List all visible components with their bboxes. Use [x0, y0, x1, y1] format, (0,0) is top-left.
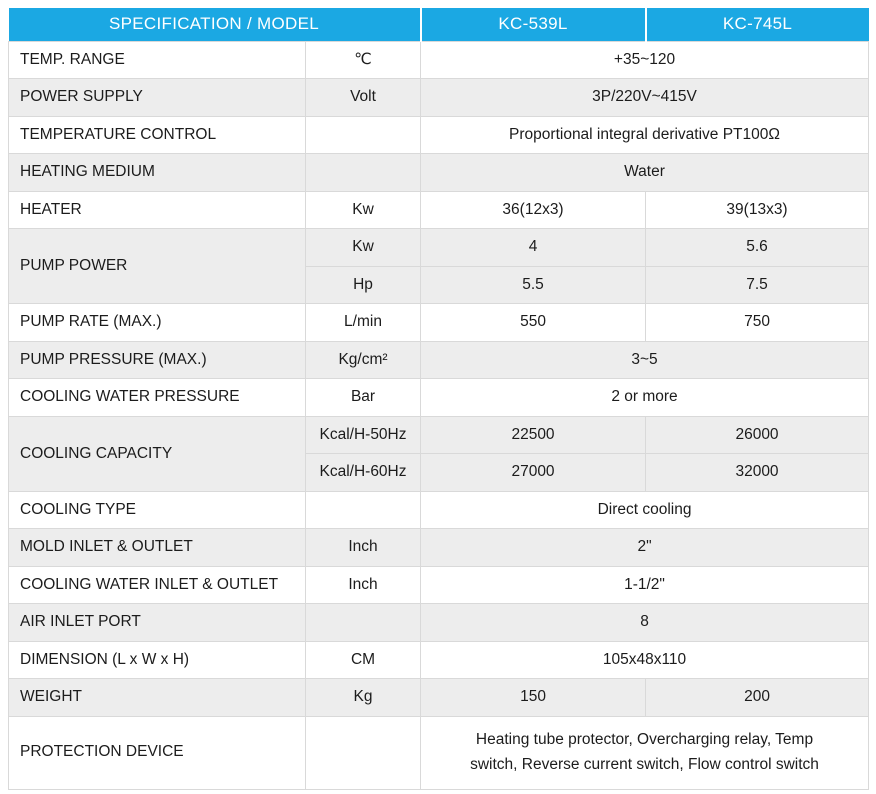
- value-cell: +35~120: [420, 40, 870, 79]
- spec-cell: TEMPERATURE CONTROL: [8, 115, 306, 154]
- value-cell: 8: [420, 603, 870, 642]
- spec-cell: HEATER: [8, 190, 306, 229]
- value-cell-kc539l: 4: [420, 228, 647, 267]
- unit-cell: [304, 115, 422, 154]
- table-row-pump-power-kw: PUMP POWER Kw 4 5.6: [8, 228, 870, 304]
- unit-cell: Inch: [304, 528, 422, 567]
- table-row-cooling-water-inlet-outlet: COOLING WATER INLET & OUTLET Inch 1-1/2": [8, 565, 870, 604]
- table-row-cooling-capacity-50hz: COOLING CAPACITY Kcal/H-50Hz 22500 26000: [8, 415, 870, 492]
- unit-cell: Volt: [304, 78, 422, 117]
- table-row-temperature-control: TEMPERATURE CONTROL Proportional integra…: [8, 115, 870, 154]
- unit-cell: Kw: [304, 228, 422, 267]
- table-row-weight: WEIGHT Kg 150 200: [8, 678, 870, 717]
- value-cell-kc745l: 7.5: [645, 265, 870, 304]
- table-row-dimension: DIMENSION (L x W x H) CM 105x48x110: [8, 640, 870, 679]
- value-cell: Heating tube protector, Overcharging rel…: [420, 715, 870, 790]
- unit-cell: Kcal/H-50Hz: [304, 415, 422, 454]
- table-row-mold-inlet-outlet: MOLD INLET & OUTLET Inch 2": [8, 528, 870, 567]
- spec-cell: DIMENSION (L x W x H): [8, 640, 306, 679]
- unit-cell: CM: [304, 640, 422, 679]
- value-cell: 3P/220V~415V: [420, 78, 870, 117]
- unit-cell: [304, 715, 422, 790]
- unit-cell: Kw: [304, 190, 422, 229]
- unit-cell: Hp: [304, 265, 422, 304]
- spec-cell: HEATING MEDIUM: [8, 153, 306, 192]
- table-row-cooling-type: COOLING TYPE Direct cooling: [8, 490, 870, 529]
- value-cell-kc745l: 32000: [645, 453, 870, 492]
- spec-cell: PROTECTION DEVICE: [8, 715, 306, 790]
- spec-cell: MOLD INLET & OUTLET: [8, 528, 306, 567]
- value-cell-kc539l: 36(12x3): [420, 190, 647, 229]
- value-cell: Water: [420, 153, 870, 192]
- unit-cell: ℃: [304, 40, 422, 79]
- value-cell-kc745l: 5.6: [645, 228, 870, 267]
- table-row-heater: HEATER Kw 36(12x3) 39(13x3): [8, 190, 870, 229]
- unit-cell: Kcal/H-60Hz: [304, 453, 422, 492]
- unit-cell: L/min: [304, 303, 422, 342]
- header-model-kc745l: KC-745L: [644, 8, 869, 41]
- table-row-power-supply: POWER SUPPLY Volt 3P/220V~415V: [8, 78, 870, 117]
- table-row-pump-power-hp: Hp 5.5 7.5: [9, 265, 870, 304]
- value-cell-kc539l: 27000: [420, 453, 647, 492]
- table-row-temp-range: TEMP. RANGE ℃ +35~120: [8, 40, 870, 79]
- unit-cell: Kg/cm²: [304, 340, 422, 379]
- value-cell-kc745l: 200: [645, 678, 870, 717]
- value-cell: 1-1/2": [420, 565, 870, 604]
- unit-cell: [304, 603, 422, 642]
- value-cell-kc745l: 39(13x3): [645, 190, 870, 229]
- value-cell-kc539l: 22500: [420, 415, 647, 454]
- unit-cell: Bar: [304, 378, 422, 417]
- spec-cell: POWER SUPPLY: [8, 78, 306, 117]
- spec-cell: COOLING WATER INLET & OUTLET: [8, 565, 306, 604]
- unit-cell: [304, 490, 422, 529]
- spec-cell: PUMP PRESSURE (MAX.): [8, 340, 306, 379]
- spec-cell: COOLING WATER PRESSURE: [8, 378, 306, 417]
- spec-cell: TEMP. RANGE: [8, 40, 306, 79]
- spec-cell: AIR INLET PORT: [8, 603, 306, 642]
- unit-cell: [304, 153, 422, 192]
- value-cell: Proportional integral derivative PT100Ω: [420, 115, 870, 154]
- unit-cell: Inch: [304, 565, 422, 604]
- table-row-protection-device: PROTECTION DEVICE Heating tube protector…: [8, 715, 870, 790]
- value-cell-kc539l: 550: [420, 303, 647, 342]
- spec-table: SPECIFICATION / MODEL KC-539L KC-745L TE…: [8, 8, 870, 790]
- spec-cell: COOLING CAPACITY: [8, 415, 306, 492]
- header-spec-model: SPECIFICATION / MODEL: [8, 8, 421, 41]
- unit-cell: Kg: [304, 678, 422, 717]
- spec-cell: PUMP RATE (MAX.): [8, 303, 306, 342]
- value-cell: 3~5: [420, 340, 870, 379]
- spec-cell: COOLING TYPE: [8, 490, 306, 529]
- value-cell: Direct cooling: [420, 490, 870, 529]
- value-cell: 2 or more: [420, 378, 870, 417]
- header-model-kc539l: KC-539L: [419, 8, 646, 41]
- table-row-heating-medium: HEATING MEDIUM Water: [8, 153, 870, 192]
- table-row-air-inlet-port: AIR INLET PORT 8: [8, 603, 870, 642]
- value-cell-kc745l: 750: [645, 303, 870, 342]
- table-row-pump-pressure: PUMP PRESSURE (MAX.) Kg/cm² 3~5: [8, 340, 870, 379]
- value-cell-kc745l: 26000: [645, 415, 870, 454]
- table-row-cooling-water-pressure: COOLING WATER PRESSURE Bar 2 or more: [8, 378, 870, 417]
- value-cell: 105x48x110: [420, 640, 870, 679]
- spec-cell: WEIGHT: [8, 678, 306, 717]
- spec-cell: PUMP POWER: [8, 228, 306, 304]
- table-row-cooling-capacity-60hz: Kcal/H-60Hz 27000 32000: [9, 453, 870, 492]
- value-cell-kc539l: 150: [420, 678, 647, 717]
- table-row-pump-rate: PUMP RATE (MAX.) L/min 550 750: [8, 303, 870, 342]
- table-header-row: SPECIFICATION / MODEL KC-539L KC-745L: [8, 8, 869, 41]
- value-cell-kc539l: 5.5: [420, 265, 647, 304]
- value-cell: 2": [420, 528, 870, 567]
